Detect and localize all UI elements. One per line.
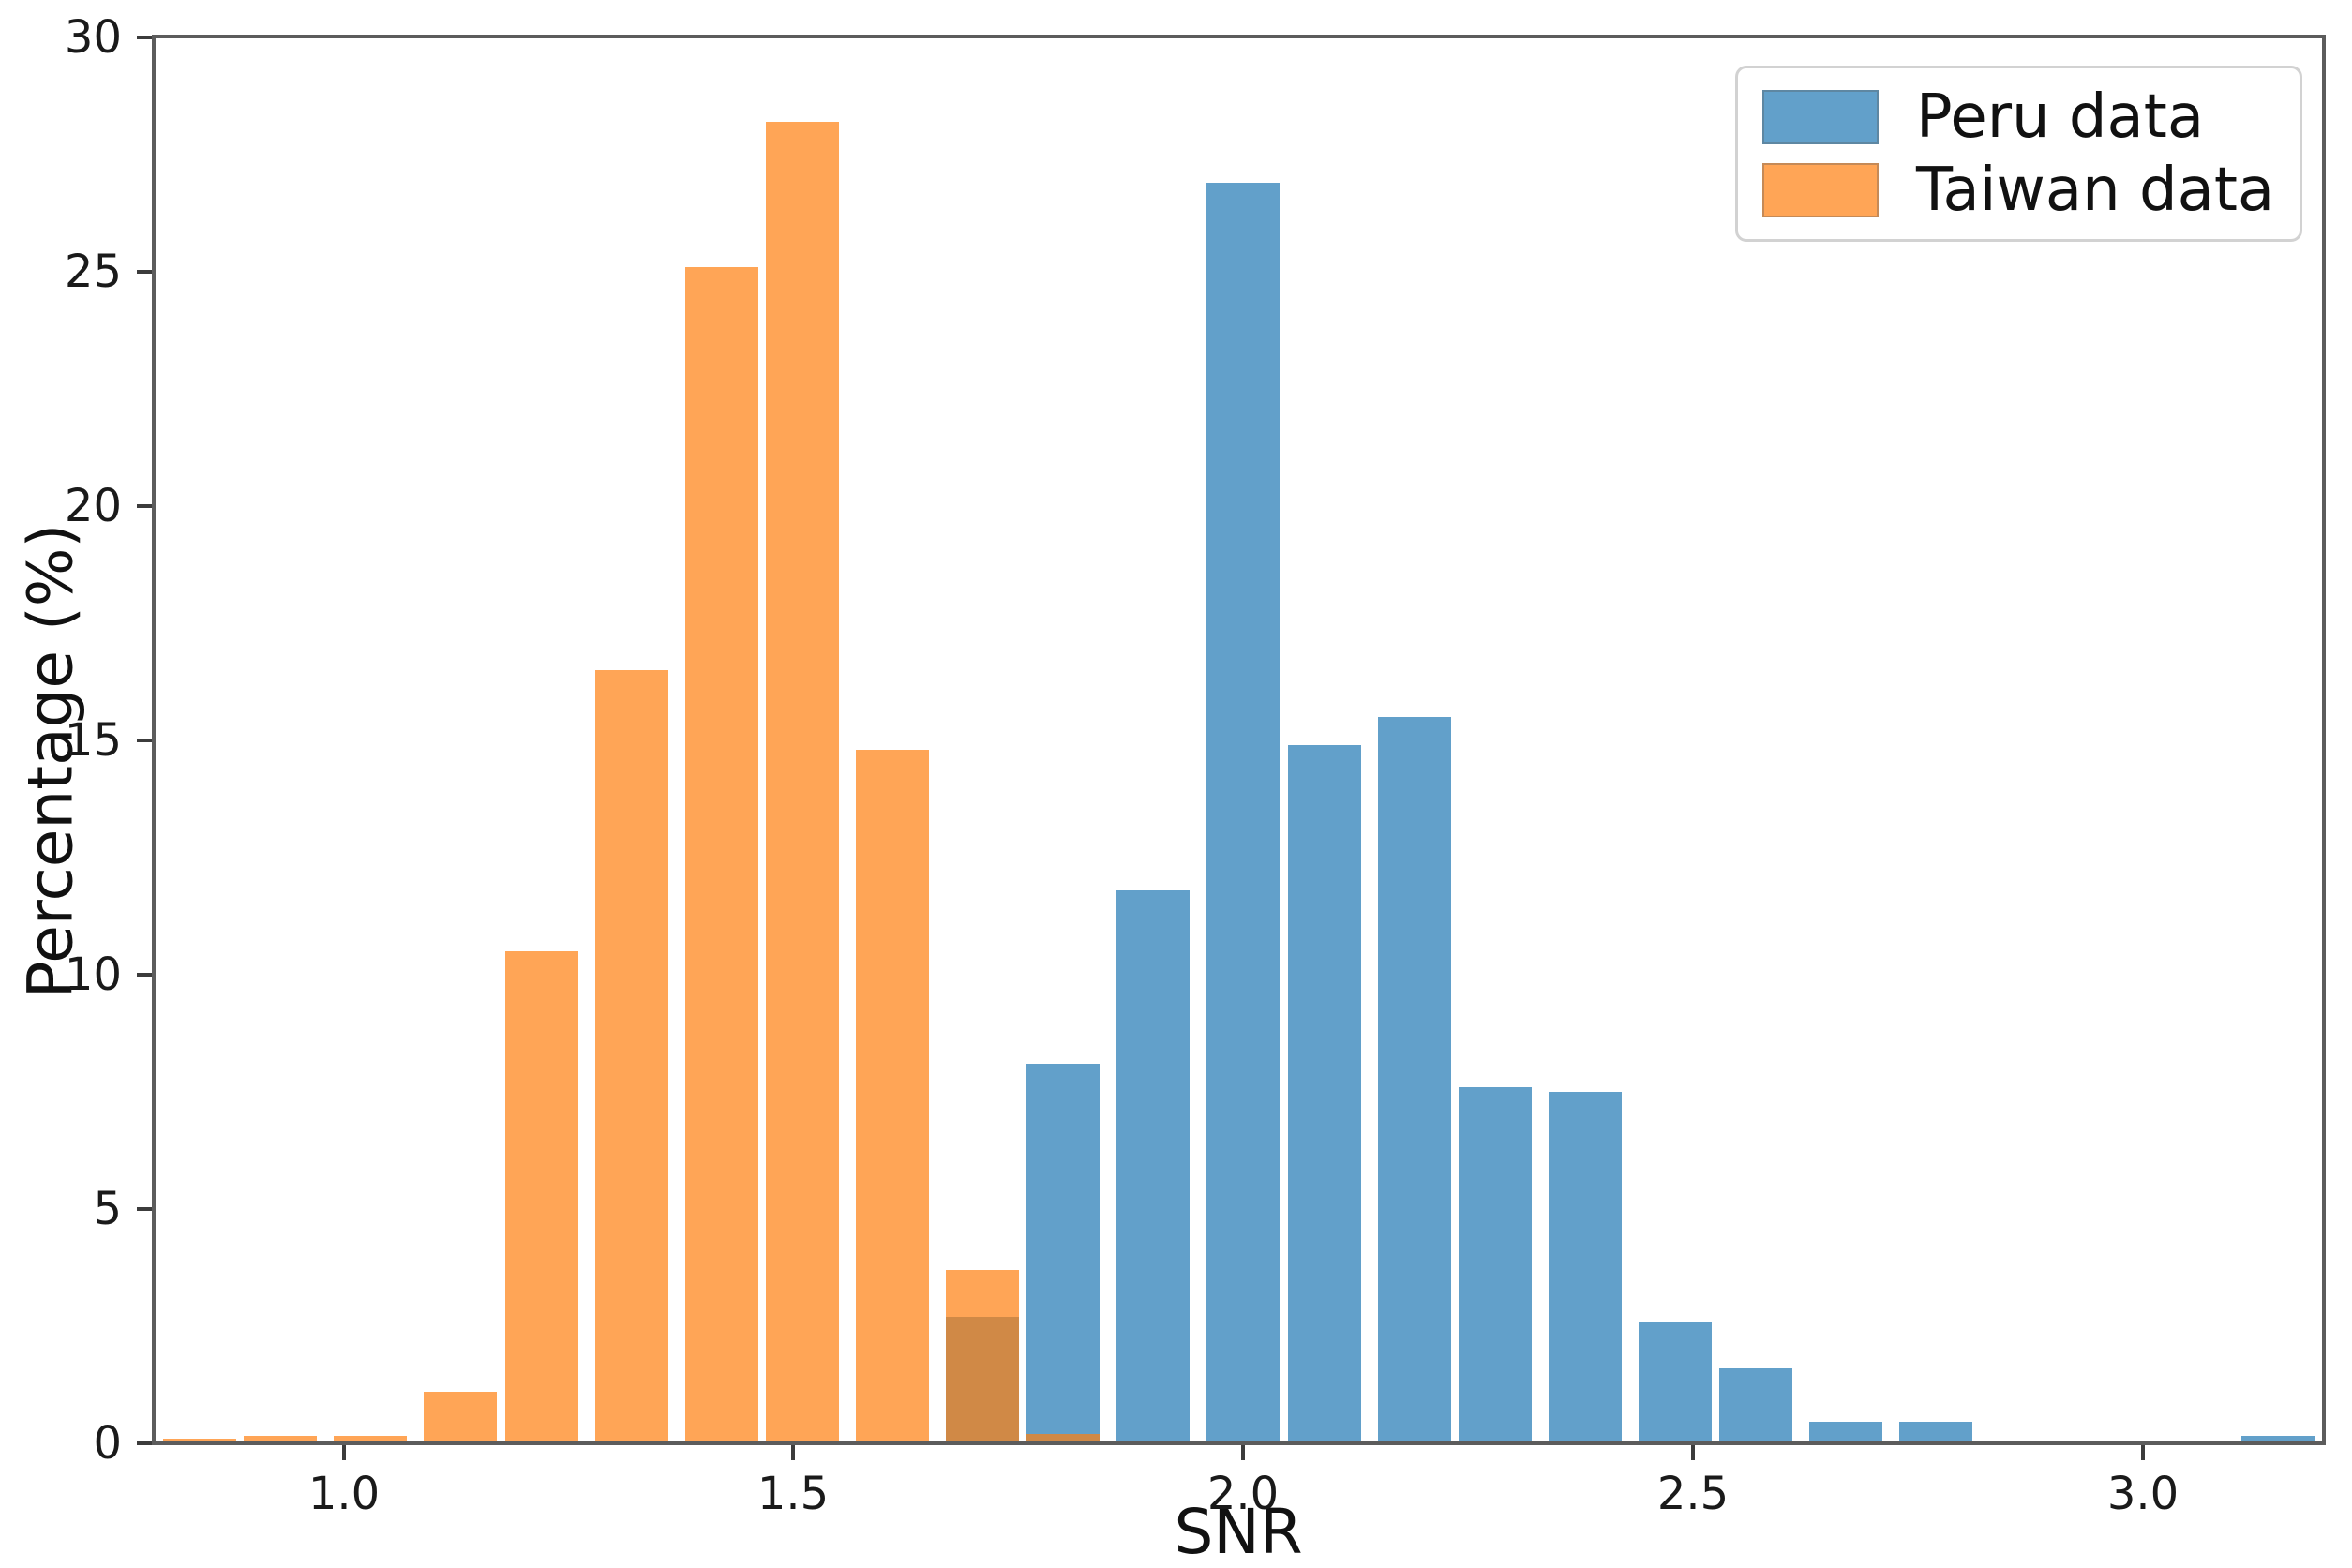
y-axis-tick: [137, 270, 152, 274]
x-tick-label: 2.5: [1656, 1468, 1730, 1520]
histogram-bar-taiwan-data: [505, 951, 578, 1443]
histogram-bar-taiwan-data: [424, 1392, 497, 1443]
histogram-bar-peru-data: [1378, 717, 1451, 1443]
y-tick-label: 10: [64, 948, 122, 1001]
y-axis-tick: [137, 973, 152, 977]
x-tick-label: 1.5: [757, 1468, 830, 1520]
x-axis-tick: [1691, 1445, 1695, 1460]
histogram-bar-peru-data: [1459, 1087, 1532, 1443]
y-tick-label: 0: [93, 1417, 122, 1470]
histogram-bar-taiwan-data: [595, 670, 668, 1443]
histogram-bar-taiwan-data: [856, 750, 929, 1443]
histogram-bar-taiwan-data: [685, 267, 758, 1443]
histogram-bar-taiwan-data: [766, 122, 839, 1443]
legend-label-peru: Peru data: [1916, 82, 2205, 152]
x-axis-tick: [1241, 1445, 1245, 1460]
legend-label-taiwan: Taiwan data: [1916, 156, 2275, 225]
x-tick-label: 2.0: [1206, 1468, 1280, 1520]
histogram-bar-peru-data: [1288, 745, 1361, 1443]
y-axis-tick: [137, 36, 152, 39]
x-axis-tick: [2141, 1445, 2145, 1460]
histogram-bar-peru-data: [1809, 1422, 1882, 1443]
histogram-bar-taiwan-data: [334, 1436, 407, 1443]
y-tick-label: 30: [64, 11, 122, 64]
histogram-bar-peru-data: [1899, 1422, 1972, 1443]
x-axis-tick: [791, 1445, 795, 1460]
x-tick-label: 3.0: [2106, 1468, 2180, 1520]
y-axis-tick: [137, 739, 152, 742]
histogram-bar-peru-data: [1206, 183, 1280, 1443]
peru-swatch-icon: [1762, 90, 1879, 144]
histogram-bar-taiwan-data: [946, 1270, 1019, 1443]
histogram-bar-peru-data: [1639, 1322, 1712, 1443]
y-axis-tick: [137, 1441, 152, 1445]
y-tick-label: 20: [64, 480, 122, 532]
spine-left: [152, 35, 156, 1445]
x-axis-tick: [342, 1445, 346, 1460]
legend: Peru data Taiwan data: [1735, 66, 2302, 242]
histogram-bar-peru-data: [1549, 1092, 1622, 1443]
legend-item-taiwan: Taiwan data: [1762, 160, 2300, 220]
spine-right: [2322, 35, 2326, 1445]
x-axis-label: SNR: [1174, 1496, 1303, 1568]
histogram-bar-taiwan-data: [163, 1439, 236, 1443]
y-tick-label: 25: [64, 246, 122, 298]
plot-area: [155, 37, 2323, 1443]
histogram-bar-peru-data: [1116, 890, 1190, 1443]
histogram-bar-peru-data: [1719, 1368, 1792, 1443]
y-tick-label: 5: [93, 1183, 122, 1235]
bars-layer: [155, 37, 2323, 1443]
y-tick-label: 15: [64, 714, 122, 767]
y-axis-tick: [137, 1207, 152, 1211]
taiwan-swatch-icon: [1762, 163, 1879, 217]
histogram-bar-taiwan-data: [1026, 1434, 1100, 1443]
legend-item-peru: Peru data: [1762, 87, 2300, 147]
y-axis-tick: [137, 504, 152, 508]
histogram-bar-peru-data: [2241, 1436, 2315, 1443]
spine-bottom: [152, 1441, 2326, 1445]
spine-top: [152, 35, 2326, 38]
histogram-bar-peru-data: [1026, 1064, 1100, 1443]
x-tick-label: 1.0: [307, 1468, 381, 1520]
histogram-bar-taiwan-data: [244, 1436, 317, 1443]
